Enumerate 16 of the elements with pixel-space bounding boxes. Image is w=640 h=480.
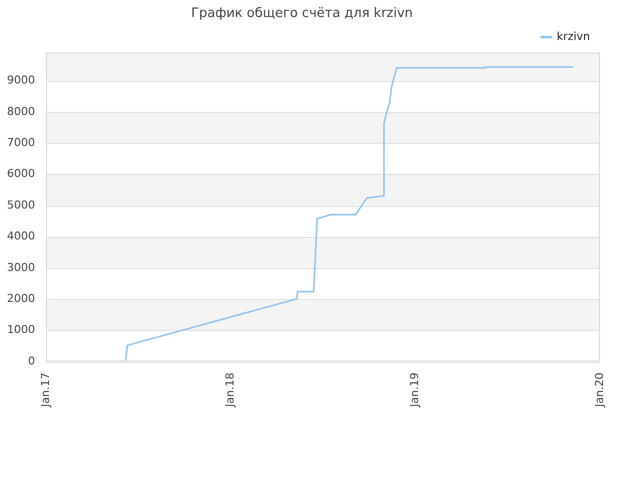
y-tick-label: 7000 [6, 136, 35, 149]
y-tick-label: 9000 [6, 74, 35, 87]
x-tick-label: Jan.20 [592, 372, 606, 408]
y-tick-label: 5000 [6, 198, 35, 212]
y-tick-label: 4000 [6, 230, 35, 243]
legend-label: krzivn [556, 30, 590, 43]
y-tick-label: 0 [28, 354, 35, 368]
x-tick-label: Jan.19 [408, 372, 422, 408]
y-tick-label: 8000 [6, 104, 35, 118]
y-tick-label: 1000 [6, 323, 35, 336]
y-tick-label: 3000 [6, 260, 35, 274]
x-tick-label: Jan.18 [224, 372, 237, 408]
y-tick-label: 2000 [6, 292, 35, 305]
chart-title: График общего счёта для krzivn [191, 6, 413, 22]
x-tick-label: Jan.17 [38, 372, 52, 408]
y-tick-label: 6000 [6, 167, 35, 180]
